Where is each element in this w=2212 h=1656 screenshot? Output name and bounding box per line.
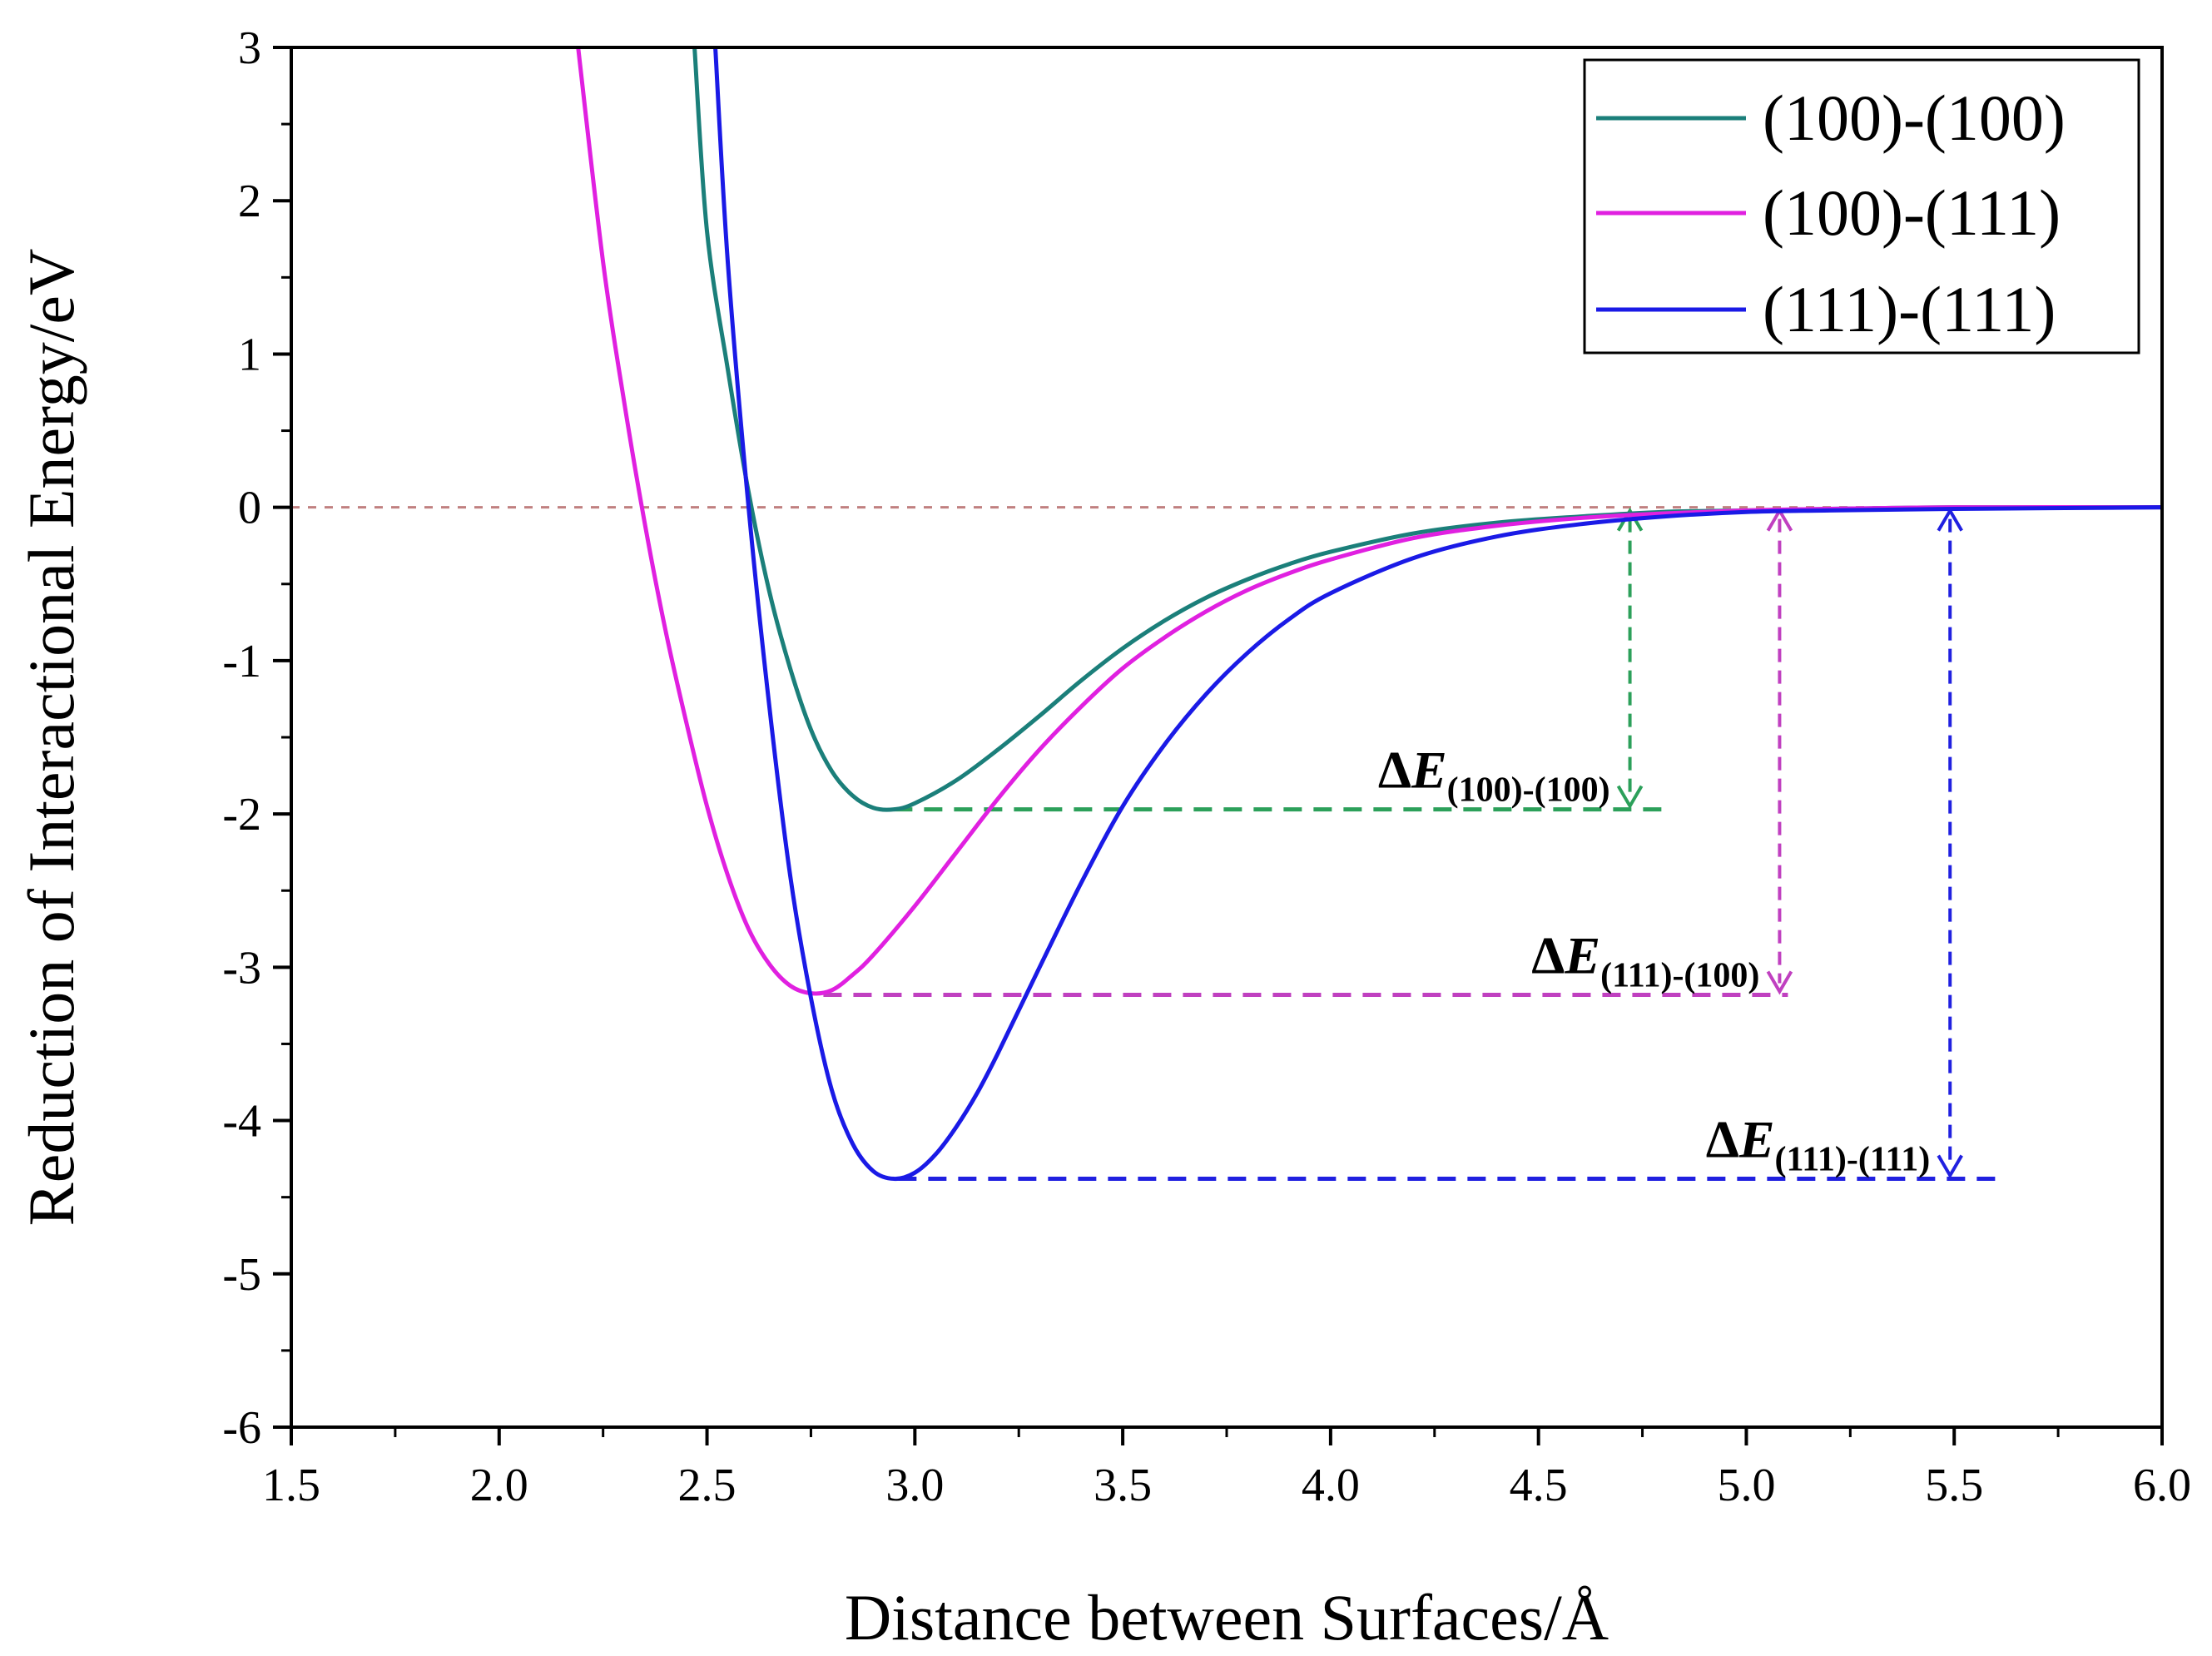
x-tick-label: 4.0	[1302, 1460, 1360, 1511]
x-tick-label: 4.5	[1510, 1460, 1568, 1511]
energy-annotations: ΔE(100)-(100) ΔE(111)-(100) ΔE(111)-(111)	[823, 507, 1996, 1182]
annotation-label: ΔE(111)-(100)	[1531, 925, 1759, 994]
y-axis-ticks: 3 2 1 0 -1 -2 -3 -4 -5 -6	[222, 22, 291, 1454]
x-tick-label: 3.0	[885, 1460, 944, 1511]
delta-e-annotation: ΔE(111)-(100)	[823, 507, 1793, 997]
y-tick-label: 0	[238, 483, 261, 534]
y-tick-label: 2	[238, 176, 261, 227]
legend-label-100-111: (100)-(111)	[1763, 176, 2061, 249]
y-tick-label: -6	[222, 1402, 261, 1454]
annotation-label: ΔE(100)-(100)	[1378, 741, 1610, 810]
x-tick-label: 6.0	[2133, 1460, 2191, 1511]
legend: (100)-(100) (100)-(111) (111)-(111)	[1583, 58, 2140, 355]
legend-box	[1583, 58, 2140, 355]
y-tick-label: 3	[238, 22, 261, 74]
series-line-111-111	[713, 47, 2162, 1182]
y-axis-title: Reduction of Interactional Energy/eV	[15, 249, 87, 1227]
legend-label-100-100: (100)-(100)	[1763, 82, 2066, 154]
x-tick-label: 2.5	[678, 1460, 737, 1511]
series-line-100-111	[576, 47, 2162, 996]
x-axis-title: Distance between Surfaces/Å	[845, 1581, 1609, 1654]
annotation-arrowhead-bottom	[1937, 1154, 1963, 1179]
y-tick-label: -3	[222, 942, 261, 994]
x-tick-label: 3.5	[1094, 1460, 1152, 1511]
y-tick-label: 1	[238, 329, 261, 380]
delta-e-annotation: ΔE(111)-(111)	[898, 507, 1996, 1182]
series-layer	[576, 47, 2162, 1182]
x-tick-label: 1.5	[262, 1460, 320, 1511]
y-tick-label: -2	[222, 789, 261, 840]
delta-e-annotation: ΔE(100)-(100)	[894, 507, 1672, 812]
x-tick-label: 5.5	[1925, 1460, 1983, 1511]
y-tick-label: -1	[222, 636, 261, 687]
x-axis-ticks: 1.5 2.0 2.5 3.0 3.5 4.0 4.5 5.0 5.5 6.0	[262, 1427, 2191, 1511]
legend-label-111-111: (111)-(111)	[1763, 273, 2056, 345]
y-tick-label: -5	[222, 1249, 261, 1301]
x-tick-label: 5.0	[1717, 1460, 1775, 1511]
x-tick-label: 2.0	[470, 1460, 528, 1511]
annotation-label: ΔE(111)-(111)	[1706, 1110, 1930, 1179]
annotation-arrowhead-top	[1616, 507, 1644, 532]
annotation-arrowhead-bottom	[1616, 785, 1644, 810]
y-tick-label: -4	[222, 1096, 261, 1148]
annotation-arrowhead-bottom	[1766, 970, 1793, 995]
